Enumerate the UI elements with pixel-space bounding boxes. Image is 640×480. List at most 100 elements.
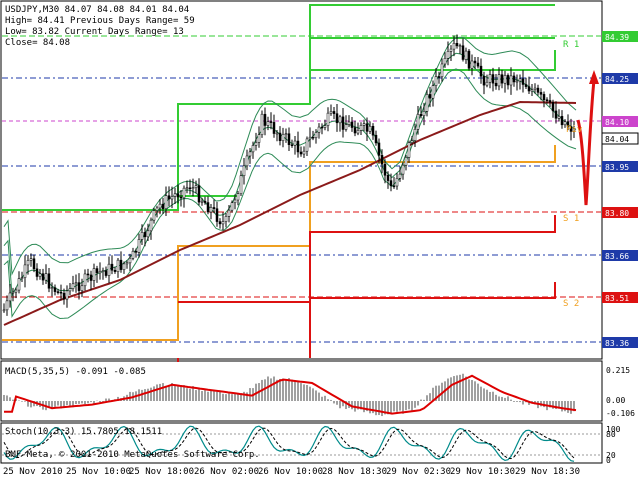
- candle-body: [11, 291, 15, 294]
- macd-bar: [6, 395, 8, 401]
- candle-body: [491, 74, 495, 84]
- candle-body: [254, 142, 258, 146]
- macd-bar: [12, 399, 14, 401]
- candle-body: [410, 140, 414, 143]
- macd-bar: [552, 401, 554, 409]
- candle-body: [113, 269, 117, 272]
- macd-bar: [195, 390, 197, 401]
- candle-body: [338, 116, 342, 124]
- candle-body: [476, 62, 480, 67]
- candle-body: [512, 75, 516, 83]
- macd-bar: [435, 385, 437, 401]
- macd-bar: [129, 391, 131, 401]
- candle-body: [500, 74, 504, 84]
- macd-bar: [276, 379, 278, 401]
- candle-body: [50, 287, 54, 289]
- macd-bar: [99, 401, 101, 403]
- macd-bar: [369, 401, 371, 414]
- candle-body: [149, 219, 153, 232]
- macd-bar: [309, 386, 311, 401]
- price-axis: 84.39 84.25 84.10 84.04 83.95 83.80 83.6…: [601, 31, 639, 348]
- macd-bar: [330, 399, 332, 401]
- candle-body: [494, 82, 498, 87]
- time-label-4: 26 Nov 10:00: [258, 467, 323, 477]
- macd-bar: [171, 383, 173, 401]
- candle-body: [47, 273, 51, 289]
- macd-bar: [72, 401, 74, 408]
- candle-body: [224, 216, 228, 222]
- pivot-label-s1: S 1: [563, 214, 579, 224]
- candle-body: [38, 273, 42, 277]
- macd-bar: [27, 401, 29, 407]
- candle-body: [389, 180, 393, 187]
- macd-bar: [237, 393, 239, 401]
- macd-bar: [501, 396, 503, 401]
- macd-bar: [453, 376, 455, 401]
- macd-bar: [513, 401, 515, 402]
- macd-bar: [213, 390, 215, 401]
- macd-bar: [318, 392, 320, 401]
- candle-body: [497, 74, 501, 87]
- macd-bar: [228, 393, 230, 401]
- candle-body: [485, 81, 489, 86]
- pivot-label-r1: R 1: [563, 40, 579, 50]
- candle-body: [158, 203, 162, 209]
- macd-bar: [105, 398, 107, 401]
- candle-body: [452, 43, 456, 50]
- candle-body: [110, 263, 114, 271]
- macd-bar: [426, 395, 428, 401]
- macd-bar: [474, 381, 476, 401]
- candle-body: [503, 75, 507, 84]
- candle-body: [545, 99, 549, 102]
- time-label-8: 29 Nov 18:30: [515, 467, 580, 477]
- candle-body: [383, 163, 387, 176]
- macd-bar: [186, 388, 188, 401]
- candle-body: [332, 111, 336, 114]
- candle-body: [287, 133, 291, 145]
- macd-bar: [69, 401, 71, 408]
- macd-bar: [150, 387, 152, 401]
- macd-bar: [162, 383, 164, 401]
- candle-body: [2, 309, 6, 312]
- candle-body: [17, 278, 21, 291]
- macd-bar: [327, 399, 329, 401]
- macd-bar: [459, 374, 461, 401]
- macd-bar: [108, 398, 110, 401]
- price-label-current: 84.04: [605, 135, 629, 144]
- macd-bar: [567, 401, 569, 413]
- macd-bar: [489, 391, 491, 401]
- macd-bar: [84, 401, 86, 405]
- candle-body: [548, 100, 552, 103]
- candle-body: [299, 151, 303, 155]
- macd-bar: [528, 401, 530, 405]
- candle-body: [416, 114, 420, 130]
- macd-bar: [462, 373, 464, 401]
- candle-body: [68, 288, 72, 292]
- macd-bar: [516, 401, 518, 402]
- macd-bar: [9, 397, 11, 401]
- macd-bar: [264, 379, 266, 401]
- candle-body: [317, 126, 321, 133]
- macd-bar: [504, 397, 506, 401]
- candle-body: [560, 116, 564, 126]
- macd-bar: [192, 386, 194, 401]
- macd-bar: [216, 391, 218, 401]
- macd-bar: [93, 401, 95, 404]
- macd-axis: 0.215 0.00 -0.106: [606, 366, 635, 418]
- candle-body: [203, 200, 207, 203]
- candle-body: [125, 262, 129, 265]
- candle-body: [374, 134, 378, 144]
- stoch-label: Stoch(10,3,3) 15.7805 18.1511: [5, 427, 162, 437]
- svg-text:0.215: 0.215: [606, 366, 630, 375]
- macd-bar: [300, 383, 302, 401]
- info-line-2: High= 84.41 Previous Days Range= 59: [5, 16, 195, 26]
- macd-bar: [159, 383, 161, 401]
- macd-bar: [393, 401, 395, 412]
- macd-bar: [375, 401, 377, 416]
- candle-body: [101, 270, 105, 272]
- candle-body: [335, 113, 339, 124]
- candle-body: [458, 45, 462, 47]
- moving-average-line: [3, 100, 577, 326]
